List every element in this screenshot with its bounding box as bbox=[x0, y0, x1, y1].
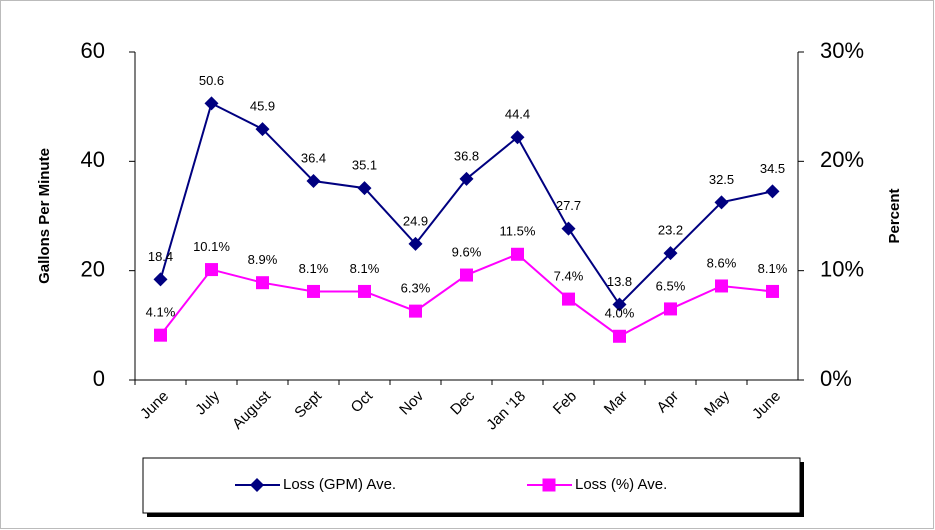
marker bbox=[766, 284, 779, 298]
marker bbox=[153, 272, 168, 287]
marker bbox=[358, 284, 371, 298]
marker bbox=[459, 171, 474, 186]
y2-tick-label: 20% bbox=[820, 147, 864, 172]
marker bbox=[715, 279, 728, 293]
data-label: 4.1% bbox=[146, 305, 176, 320]
marker bbox=[250, 478, 264, 492]
data-label: 4.0% bbox=[605, 306, 635, 321]
y-tick-label: 20 bbox=[81, 256, 105, 281]
data-label: 8.9% bbox=[248, 252, 278, 267]
data-label: 45.9 bbox=[250, 99, 275, 114]
data-label: 8.6% bbox=[707, 255, 737, 270]
marker bbox=[357, 181, 372, 196]
marker bbox=[561, 221, 576, 236]
y-tick-label: 60 bbox=[81, 38, 105, 63]
data-label: 23.2 bbox=[658, 223, 683, 238]
marker bbox=[154, 328, 167, 342]
marker bbox=[613, 329, 626, 343]
y2-axis-title: Percent bbox=[886, 188, 903, 243]
data-label: 8.1% bbox=[758, 261, 788, 276]
marker bbox=[256, 276, 269, 290]
marker bbox=[612, 297, 627, 312]
data-label: 9.6% bbox=[452, 244, 482, 259]
data-label: 34.5 bbox=[760, 161, 785, 176]
data-label: 36.8 bbox=[454, 148, 479, 163]
marker bbox=[511, 247, 524, 261]
data-label: 50.6 bbox=[199, 73, 224, 88]
marker bbox=[204, 96, 219, 111]
y2-tick-label: 10% bbox=[820, 256, 864, 281]
marker bbox=[255, 122, 270, 137]
marker bbox=[663, 246, 678, 261]
legend-label: Loss (%) Ave. bbox=[575, 476, 667, 493]
data-label: 11.5% bbox=[500, 224, 536, 239]
data-label: 13.8 bbox=[607, 274, 632, 289]
marker bbox=[307, 284, 320, 298]
data-label: 6.5% bbox=[656, 278, 686, 293]
data-label: 32.5 bbox=[709, 172, 734, 187]
y-tick-label: 0 bbox=[93, 366, 105, 391]
marker bbox=[765, 184, 780, 199]
data-label: 44.4 bbox=[505, 107, 530, 122]
marker bbox=[306, 174, 321, 189]
y2-tick-label: 0% bbox=[820, 366, 852, 391]
marker bbox=[408, 236, 423, 251]
data-label: 36.4 bbox=[301, 150, 326, 165]
data-label: 6.3% bbox=[401, 281, 431, 296]
y-axis-title: Gallons Per Minute bbox=[36, 148, 53, 284]
data-label: 24.9 bbox=[403, 213, 428, 228]
data-label: 8.1% bbox=[350, 261, 380, 276]
marker bbox=[664, 302, 677, 316]
y2-tick-label: 30% bbox=[820, 38, 864, 63]
marker bbox=[714, 195, 729, 210]
data-label: 35.1 bbox=[352, 158, 377, 173]
marker bbox=[205, 263, 218, 277]
marker bbox=[542, 478, 556, 492]
marker bbox=[510, 130, 525, 145]
marker bbox=[460, 268, 473, 282]
data-label: 18.4 bbox=[148, 249, 173, 264]
data-label: 7.4% bbox=[554, 269, 584, 284]
marker bbox=[562, 292, 575, 306]
data-label: 10.1% bbox=[193, 239, 230, 254]
legend-label: Loss (GPM) Ave. bbox=[283, 476, 396, 493]
y-tick-label: 40 bbox=[81, 147, 105, 172]
data-label: 27.7 bbox=[556, 198, 581, 213]
marker bbox=[409, 304, 422, 318]
data-label: 8.1% bbox=[299, 261, 329, 276]
